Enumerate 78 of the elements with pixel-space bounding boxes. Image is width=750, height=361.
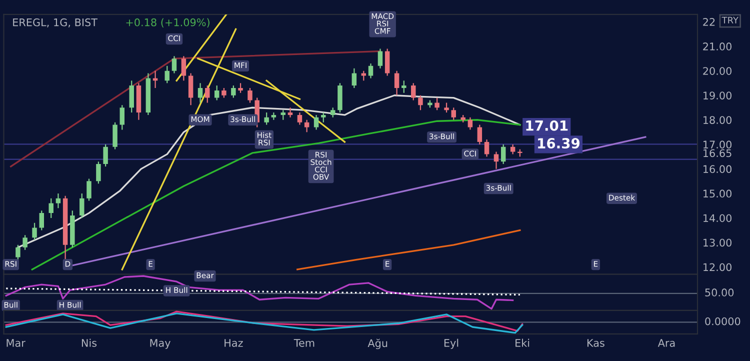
y-tick-label: 18.00 — [704, 116, 732, 124]
candlestick — [510, 144, 516, 155]
candlestick — [484, 138, 490, 158]
candlestick — [468, 116, 473, 130]
candlestick — [264, 112, 269, 126]
candlestick — [384, 48, 390, 76]
candlestick — [80, 192, 84, 219]
candlestick — [451, 107, 456, 120]
y-tick-label: 22 — [703, 18, 715, 26]
candlestick — [222, 87, 226, 98]
y-tick-label: 17.00 — [704, 140, 732, 149]
candlestick — [297, 112, 302, 126]
candlestick — [32, 222, 37, 241]
candlestick — [321, 112, 326, 123]
candlestick — [444, 102, 449, 114]
y-tick-label: 19.00 — [704, 92, 732, 100]
y-tick-label: 21.00 — [703, 42, 732, 50]
candlestick — [248, 87, 252, 104]
candlestick — [181, 56, 186, 82]
candlestick — [172, 56, 177, 74]
candlestick — [494, 151, 499, 170]
ref-line-label: 17.01 — [526, 120, 568, 131]
candlestick — [238, 82, 243, 94]
candlestick — [402, 80, 406, 94]
candlestick — [214, 84, 220, 101]
text: 50.00 — [705, 288, 734, 296]
x-tick-label: Kas — [587, 339, 604, 347]
ref-line-label: 0.0000 — [705, 317, 740, 326]
candlestick — [477, 124, 482, 145]
candlestick — [314, 114, 319, 130]
candlestick — [330, 107, 336, 118]
candlestick — [198, 82, 203, 104]
x-tick-label: Ağu — [368, 338, 388, 350]
candlestick — [368, 62, 374, 79]
y-tick-label: 16.65 — [704, 149, 732, 158]
candlestick — [39, 210, 44, 231]
x-tick-label: Ara — [658, 339, 675, 347]
legend-label: 16.39 — [538, 138, 580, 149]
chart-title: EREGL, 1G, BIST — [13, 18, 98, 28]
candlestick — [152, 70, 158, 89]
candlestick — [86, 178, 92, 202]
y-tick-label: 13.00 — [704, 238, 732, 247]
x-tick-label: Eki — [516, 338, 530, 347]
candlestick — [103, 144, 108, 168]
candlestick — [129, 80, 134, 114]
candlestick — [418, 94, 423, 111]
x-tick-label: Eyl — [444, 338, 458, 349]
x-tick-label: Tem — [294, 339, 314, 347]
candlestick — [48, 198, 54, 219]
candlestick — [164, 65, 170, 84]
chart-subtitle: +0.18 (+1.09%) — [126, 18, 210, 28]
candlestick — [16, 244, 20, 260]
candlestick — [378, 48, 383, 69]
candlestick — [120, 104, 125, 130]
x-tick-label: Nis — [82, 338, 97, 347]
x-tick-label: Haz — [224, 339, 243, 347]
candlestick — [205, 84, 210, 104]
candlestick — [231, 84, 236, 98]
candlestick — [288, 107, 293, 118]
candlestick — [22, 234, 28, 250]
candlestick — [188, 72, 194, 106]
text: TRY — [722, 16, 739, 24]
candlestick — [500, 144, 506, 165]
candlestick — [280, 110, 286, 120]
candlestick — [112, 122, 118, 150]
candlestick — [411, 82, 416, 101]
candlestick — [352, 68, 357, 89]
y-tick-label: 12.00 — [704, 263, 732, 272]
line-series — [296, 229, 521, 270]
y-tick-label: 16.00 — [704, 165, 732, 174]
x-tick-label: Mar — [6, 339, 26, 347]
candlestick — [394, 70, 400, 96]
candlestick — [434, 97, 440, 111]
y-tick-label: 14.00 — [704, 214, 732, 222]
y-tick-label: 20.00 — [703, 67, 732, 75]
candlestick — [96, 161, 101, 184]
x-tick-label: May — [150, 339, 170, 349]
y-tick-label: 15.00 — [704, 190, 732, 198]
